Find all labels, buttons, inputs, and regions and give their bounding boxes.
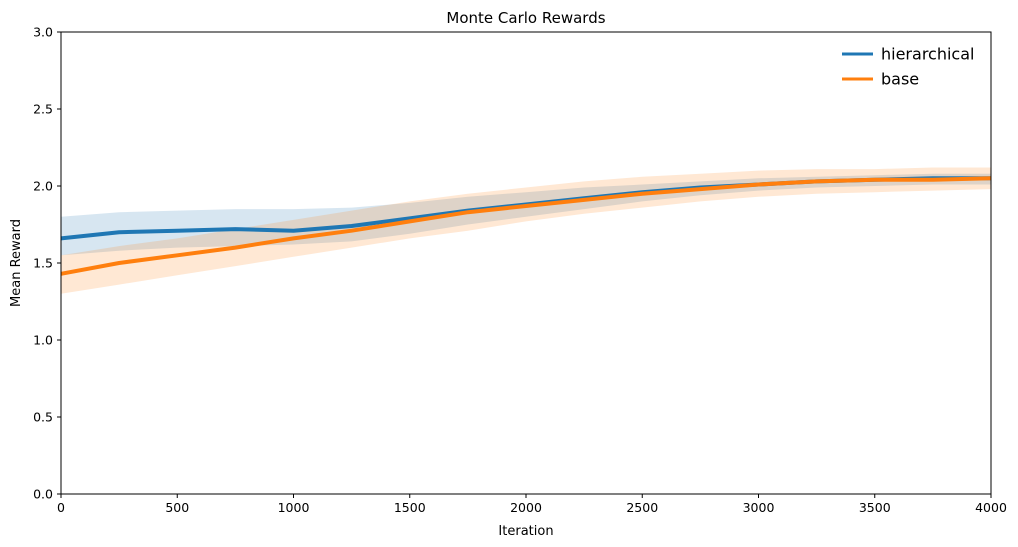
series-lines bbox=[60, 176, 992, 276]
base-legend-label: base bbox=[881, 70, 919, 89]
y-tick-label: 0.5 bbox=[33, 410, 53, 425]
base-line bbox=[60, 176, 992, 276]
hierarchical-legend-label: hierarchical bbox=[881, 45, 974, 64]
x-tick-label: 2000 bbox=[510, 500, 542, 515]
x-axis-title: Iteration bbox=[498, 524, 553, 539]
x-tick-label: 2500 bbox=[626, 500, 658, 515]
x-tick-label: 1500 bbox=[394, 500, 426, 515]
x-tick-label: 3000 bbox=[743, 500, 775, 515]
legend: hierarchical base bbox=[842, 45, 974, 89]
x-tick-label: 4000 bbox=[975, 500, 1007, 515]
y-tick-label: 1.5 bbox=[33, 256, 53, 271]
x-tick-label: 0 bbox=[57, 500, 65, 515]
x-tick-label: 500 bbox=[165, 500, 189, 515]
hierarchical-band bbox=[61, 173, 991, 256]
x-axis: 0 500 1000 1500 2000 2500 3000 3500 4000 bbox=[57, 494, 1007, 515]
y-tick-label: 1.0 bbox=[33, 333, 53, 348]
y-axis: 0.0 0.5 1.0 1.5 2.0 2.5 3.0 bbox=[33, 25, 61, 502]
y-tick-label: 3.0 bbox=[33, 25, 53, 40]
x-tick-label: 1000 bbox=[278, 500, 310, 515]
y-tick-label: 2.0 bbox=[33, 179, 53, 194]
x-tick-label: 3500 bbox=[859, 500, 891, 515]
y-tick-label: 0.0 bbox=[33, 487, 53, 502]
chart-title: Monte Carlo Rewards bbox=[446, 9, 605, 27]
y-axis-title: Mean Reward bbox=[9, 219, 24, 307]
y-tick-label: 2.5 bbox=[33, 102, 53, 117]
